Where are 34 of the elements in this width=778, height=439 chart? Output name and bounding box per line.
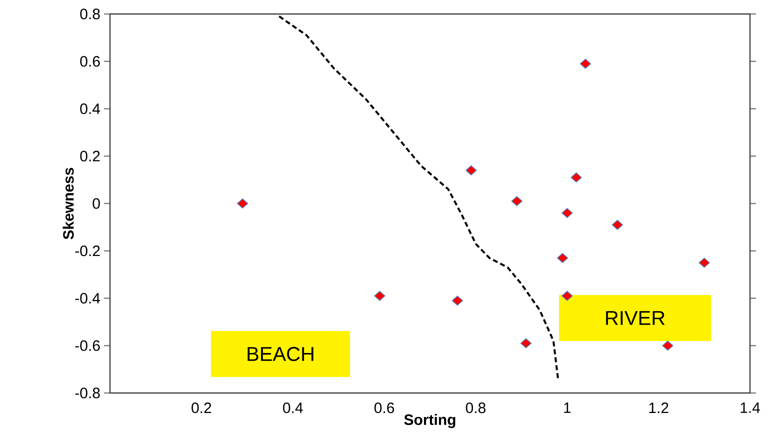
y-tick-label: -0.4 — [75, 292, 100, 304]
x-tick-label: 1 — [564, 402, 571, 413]
x-tick-label: 0.2 — [192, 402, 212, 414]
annotation: BEACH — [248, 346, 314, 362]
point — [580, 58, 592, 69]
annotation: RIVER — [606, 311, 665, 325]
y-tick-label: 0.4 — [80, 103, 100, 114]
y-tick-label: -0.8 — [75, 388, 100, 398]
x-tick-label: 1.4 — [740, 402, 760, 413]
point — [374, 290, 386, 301]
point — [452, 296, 464, 306]
y-tick-label: -0.6 — [75, 340, 100, 351]
x-tick-label: 0.8 — [466, 402, 486, 414]
point — [466, 165, 477, 176]
point — [511, 196, 522, 206]
point — [557, 252, 568, 263]
x-tick-label: 0.4 — [283, 402, 303, 414]
point — [520, 338, 532, 348]
point — [698, 258, 710, 268]
y-tick-label: 0 — [92, 198, 100, 209]
point — [562, 208, 573, 218]
y-tick-label: 0.8 — [80, 8, 100, 20]
point — [237, 198, 248, 208]
y-tick-label: 0.2 — [80, 150, 100, 162]
y-tick-label: -0.2 — [75, 246, 100, 256]
x-axis-title: Sorting — [404, 414, 456, 428]
point — [562, 290, 573, 301]
x-tick-label: 1.2 — [649, 402, 668, 414]
point — [612, 220, 624, 230]
x-tick-label: 0.6 — [374, 402, 394, 414]
y-tick-label: 0.6 — [80, 56, 100, 67]
point — [570, 172, 582, 182]
y-axis-title: Skewness — [62, 168, 74, 240]
point — [662, 340, 674, 351]
